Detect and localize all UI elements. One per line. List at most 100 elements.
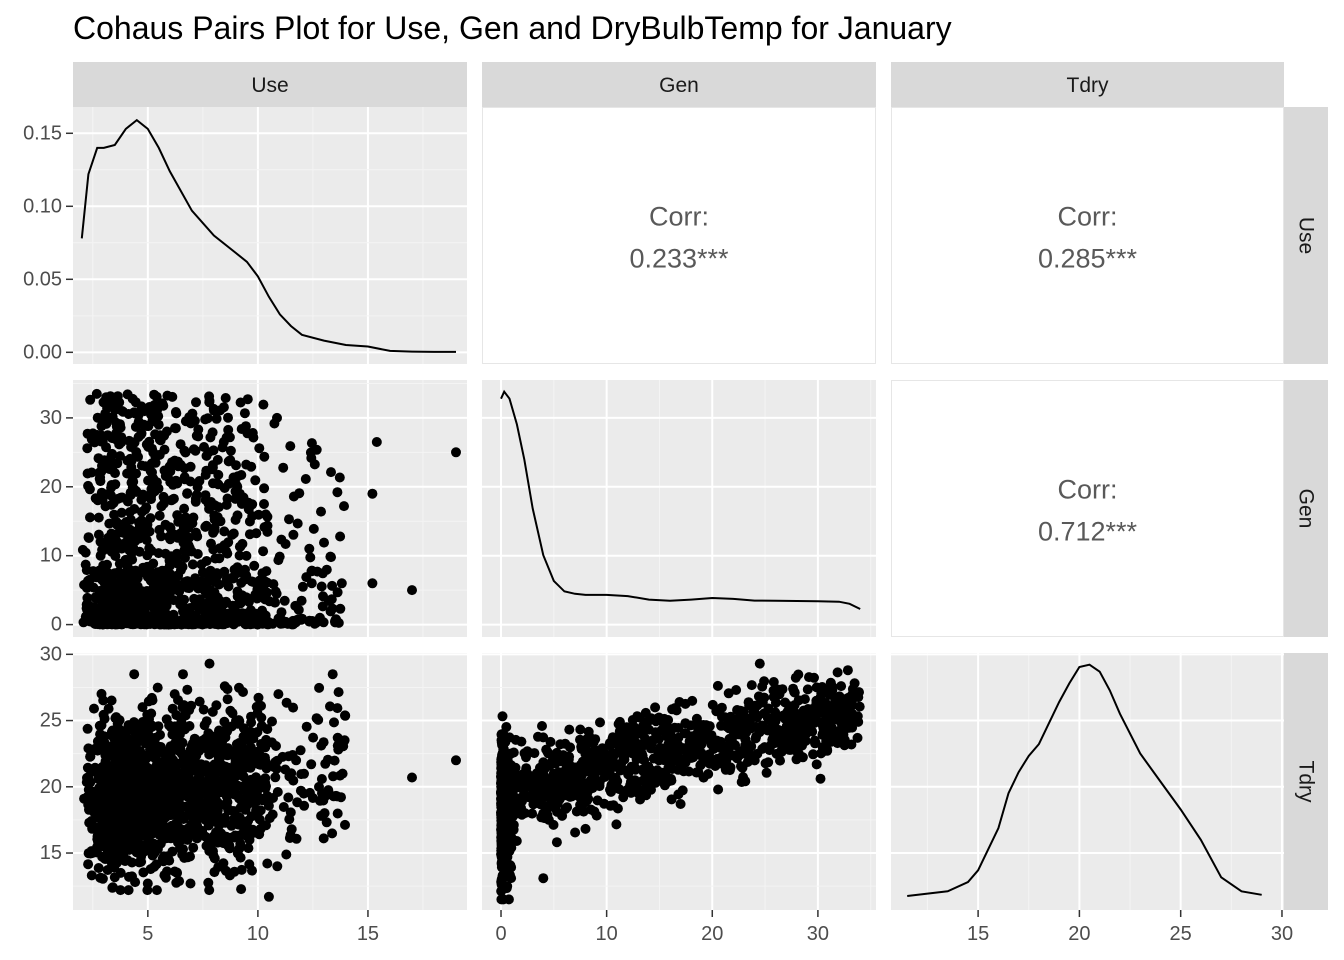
scatter-point <box>219 526 230 537</box>
x-tick-label-use: 10 <box>247 923 269 945</box>
y-tick-label-tdry: 30 <box>40 643 62 665</box>
scatter-point <box>737 715 748 726</box>
scatter-point <box>306 565 317 576</box>
scatter-point <box>243 843 254 854</box>
scatter-point <box>639 774 650 785</box>
scatter-point <box>203 820 214 831</box>
panel-background <box>482 380 876 637</box>
scatter-point <box>193 777 204 788</box>
scatter-point <box>317 601 328 612</box>
scatter-point <box>497 814 508 825</box>
scatter-point <box>92 842 102 853</box>
scatter-point <box>512 781 523 792</box>
scatter-point <box>595 717 605 728</box>
scatter-point <box>824 709 835 720</box>
scatter-point <box>516 809 527 820</box>
scatter-point <box>599 798 610 809</box>
scatter-point <box>160 519 171 530</box>
scatter-point <box>685 735 696 746</box>
scatter-point <box>259 499 269 509</box>
scatter-point <box>759 676 770 687</box>
scatter-point <box>210 835 220 846</box>
scatter-point <box>787 729 798 740</box>
scatter-point <box>223 478 234 489</box>
scatter-point <box>149 861 160 872</box>
scatter-point <box>107 882 118 893</box>
scatter-point <box>148 768 159 779</box>
scatter-point <box>584 784 595 795</box>
scatter-point <box>211 413 222 424</box>
scatter-point <box>828 702 839 713</box>
scatter-point <box>111 535 122 546</box>
scatter-point <box>157 590 167 601</box>
scatter-point <box>112 458 123 469</box>
scatter-point <box>156 531 167 542</box>
scatter-point <box>311 444 322 455</box>
scatter-point <box>162 468 173 479</box>
density-curve-gen <box>500 389 861 610</box>
scatter-point <box>606 786 616 797</box>
scatter-point <box>184 721 195 731</box>
scatter-point <box>268 579 279 590</box>
scatter-point <box>367 488 378 499</box>
scatter-point <box>318 795 329 806</box>
scatter-point <box>181 531 192 542</box>
scatter-point <box>234 550 245 561</box>
scatter-point <box>130 763 141 774</box>
scatter-point <box>698 772 709 783</box>
scatter-point <box>669 722 680 733</box>
scatter-point <box>166 775 177 786</box>
y-tick-label-use: 0.15 <box>23 122 62 144</box>
scatter-point <box>152 682 163 693</box>
scatter-point <box>527 808 538 819</box>
scatter-point <box>155 828 166 839</box>
scatter-point <box>293 604 304 615</box>
scatter-point <box>505 770 516 781</box>
scatter-point <box>125 537 136 548</box>
scatter-point <box>145 513 156 524</box>
scatter-point <box>285 441 296 452</box>
corr-panel-use-gen: Corr:0.233*** <box>482 107 876 364</box>
scatter-point <box>802 684 813 695</box>
scatter-point <box>148 750 159 761</box>
scatter-point <box>85 777 96 788</box>
scatter-point <box>774 689 785 700</box>
scatter-point <box>127 857 137 868</box>
scatter-point <box>257 605 268 616</box>
scatter-point <box>330 617 341 628</box>
scatter-point <box>716 720 727 731</box>
scatter-point <box>226 832 236 843</box>
scatter-point <box>723 688 734 699</box>
scatter-point <box>101 795 112 806</box>
scatter-point <box>332 487 343 498</box>
scatter-point <box>261 566 272 577</box>
scatter-point <box>163 615 174 626</box>
scatter-point <box>713 784 724 795</box>
scatter-point <box>301 721 312 732</box>
scatter-point <box>99 742 110 753</box>
scatter-point <box>451 755 461 766</box>
scatter-point <box>305 552 316 563</box>
panel-tdry-use <box>73 653 467 910</box>
scatter-point <box>141 535 152 546</box>
scatter-point <box>759 692 770 703</box>
scatter-point <box>82 428 93 439</box>
scatter-point <box>551 837 562 848</box>
scatter-point <box>809 672 819 683</box>
scatter-point <box>154 510 165 521</box>
scatter-point <box>96 688 107 699</box>
scatter-point <box>103 457 114 468</box>
scatter-point <box>188 512 199 523</box>
corr-value: 0.285*** <box>1038 244 1138 274</box>
scatter-point <box>309 459 320 470</box>
x-tick-label-tdry: 25 <box>1170 923 1192 945</box>
scatter-point <box>218 402 229 413</box>
scatter-point <box>270 772 281 783</box>
panel-use-use <box>73 107 467 364</box>
scatter-point <box>198 704 209 715</box>
scatter-point <box>797 752 808 763</box>
scatter-point <box>90 493 101 504</box>
scatter-point <box>295 785 306 796</box>
scatter-point <box>249 560 260 571</box>
scatter-point <box>299 800 310 811</box>
